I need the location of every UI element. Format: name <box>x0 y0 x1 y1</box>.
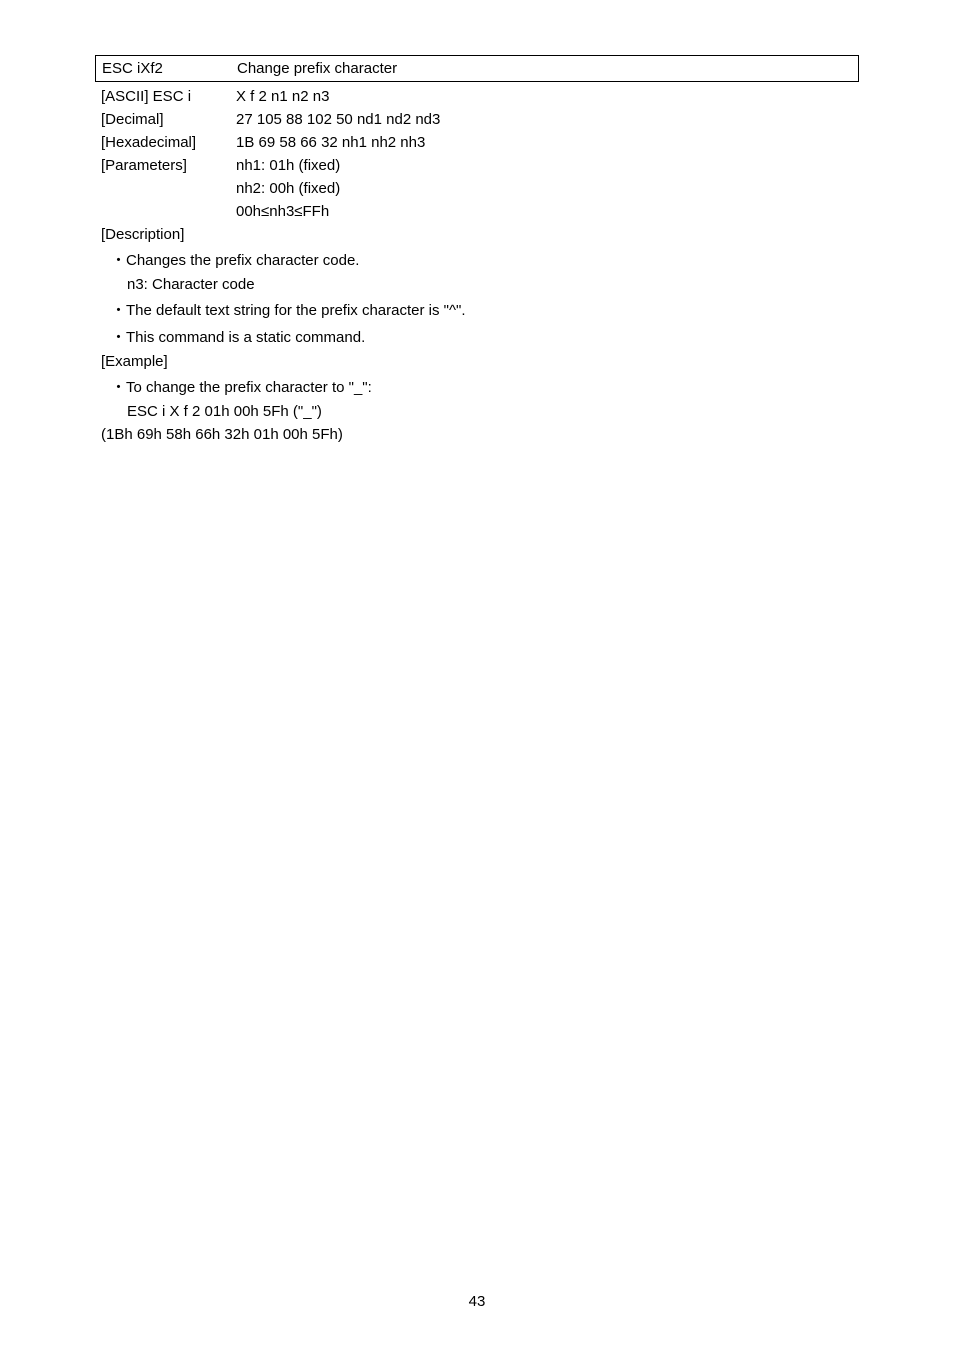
hexadecimal-value: 1B 69 58 66 32 nh1 nh2 nh3 <box>236 134 859 151</box>
description-bullet-1: ・Changes the prefix character code. <box>95 249 859 270</box>
parameters-value-3: 00h≤nh3≤FFh <box>95 203 859 220</box>
parameters-value-2: nh2: 00h (fixed) <box>95 180 859 197</box>
hexadecimal-row: [Hexadecimal] 1B 69 58 66 32 nh1 nh2 nh3 <box>95 134 859 151</box>
parameters-value-1: nh1: 01h (fixed) <box>236 157 859 174</box>
example-bullet-1: ・To change the prefix character to "_": <box>95 376 859 397</box>
description-bullet-2: ・The default text string for the prefix … <box>95 299 859 320</box>
hexadecimal-label: [Hexadecimal] <box>101 134 236 151</box>
decimal-row: [Decimal] 27 105 88 102 50 nd1 nd2 nd3 <box>95 111 859 128</box>
ascii-row: [ASCII] ESC i X f 2 n1 n2 n3 <box>95 88 859 105</box>
description-label: [Description] <box>95 226 859 243</box>
description-sub-1: n3: Character code <box>95 276 859 293</box>
decimal-label: [Decimal] <box>101 111 236 128</box>
description-bullet-3: ・This command is a static command. <box>95 326 859 347</box>
ascii-label: [ASCII] ESC i <box>101 88 236 105</box>
decimal-value: 27 105 88 102 50 nd1 nd2 nd3 <box>236 111 859 128</box>
command-name: ESC iXf2 <box>102 60 237 77</box>
command-description: Change prefix character <box>237 60 397 77</box>
parameters-label: [Parameters] <box>101 157 236 174</box>
parameters-row: [Parameters] nh1: 01h (fixed) <box>95 157 859 174</box>
example-sub-1: ESC i X f 2 01h 00h 5Fh ("_") <box>95 403 859 420</box>
example-label: [Example] <box>95 353 859 370</box>
page-number: 43 <box>0 1293 954 1310</box>
ascii-value: X f 2 n1 n2 n3 <box>236 88 859 105</box>
example-line-1: (1Bh 69h 58h 66h 32h 01h 00h 5Fh) <box>95 426 859 443</box>
command-header: ESC iXf2 Change prefix character <box>95 55 859 82</box>
